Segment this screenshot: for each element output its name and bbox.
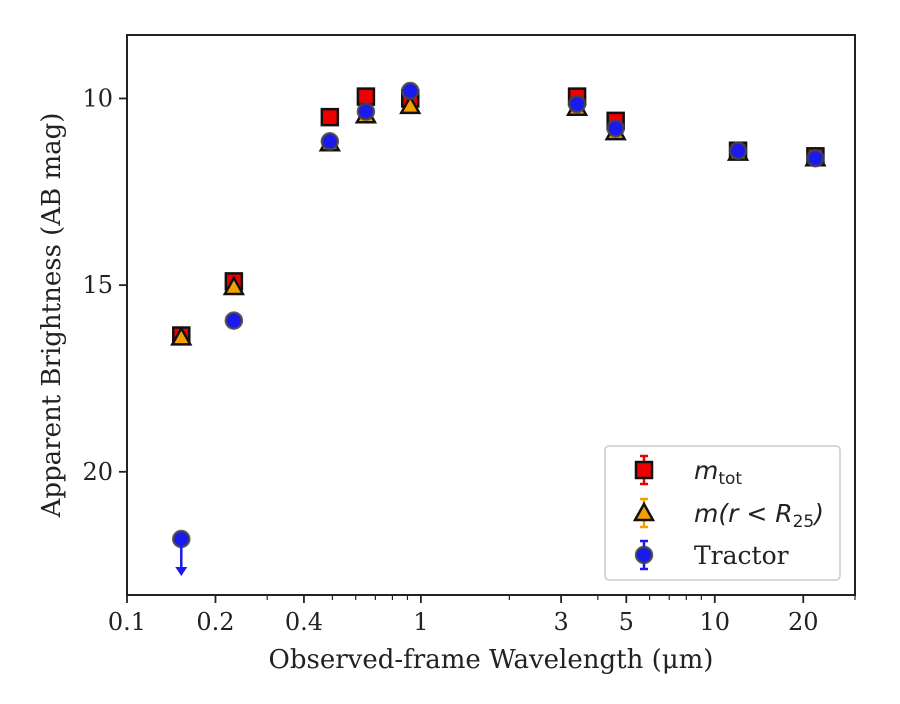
legend-marker-tractor (634, 545, 654, 565)
y-tick-label: 15 (82, 271, 113, 299)
plot-frame (126, 34, 856, 596)
x-tick-label: 0.2 (196, 608, 234, 636)
legend-marker-mr25 (632, 501, 656, 522)
mr25-point (170, 325, 193, 346)
legend-box (604, 445, 841, 581)
x-axis-label: Observed-frame Wavelength (μm) (269, 645, 714, 675)
legend-label-mtot: mtot (694, 456, 742, 489)
x-tick-label: 1 (413, 608, 428, 636)
x-tick-label: 20 (788, 608, 819, 636)
tractor-point (806, 148, 825, 168)
mr25-point (222, 275, 245, 296)
legend-label-tractor: Tractor (694, 541, 789, 570)
mtot-point (320, 107, 340, 127)
tractor-point (356, 102, 376, 121)
tractor-point (224, 311, 244, 330)
tractor-point (320, 132, 340, 151)
x-tick-label: 10 (700, 608, 731, 636)
y-tick-label: 10 (82, 84, 113, 112)
legend-marker-mtot (634, 460, 654, 480)
mtot-point (356, 87, 376, 106)
legend-label-mr25: m(r < R25) (694, 499, 824, 532)
y-axis-label: Apparent Brightness (AB mag) (37, 113, 67, 519)
axes-group: 0.1 0.2 0.4 1 3 5 10 20 10 15 20 (82, 34, 856, 636)
y-tick-label: 20 (82, 458, 113, 486)
x-tick-label: 5 (619, 608, 634, 636)
mr25-point (399, 94, 422, 115)
tractor-upper-limit-arrow-head (175, 567, 188, 576)
x-tick-label: 0.4 (285, 608, 323, 636)
points-group (170, 81, 827, 576)
x-tick-label: 0.1 (108, 608, 146, 636)
x-tick-label: 3 (553, 608, 568, 636)
legend-group: mtot m(r < R25) Tractor (604, 445, 841, 581)
tractor-point (606, 119, 625, 138)
tractor-point (400, 81, 420, 101)
tractor-point (567, 94, 587, 114)
tractor-point (728, 141, 748, 160)
